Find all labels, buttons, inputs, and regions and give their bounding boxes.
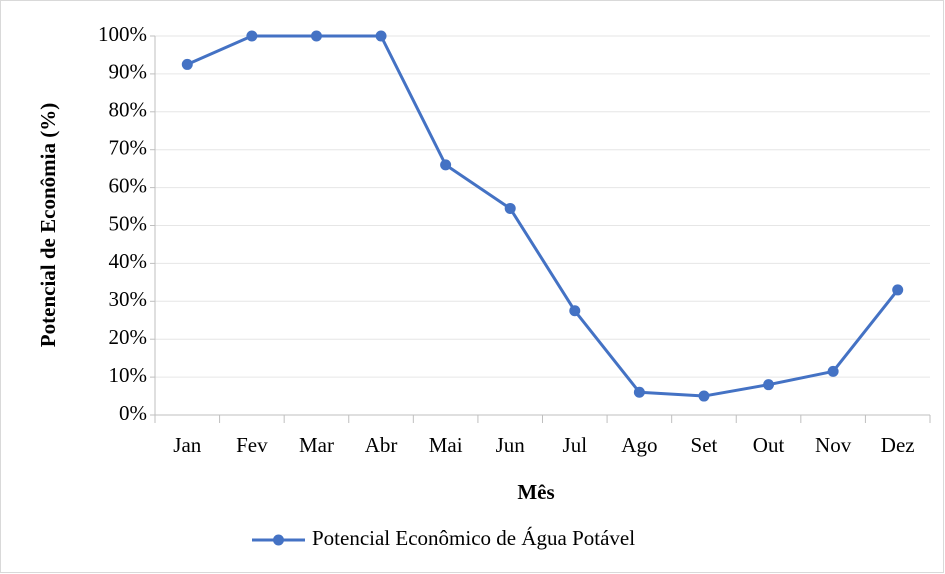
y-tick-label: 40% [109,249,148,273]
y-tick-label: 30% [109,287,148,311]
y-tick-label: 90% [109,60,148,84]
data-point [246,30,258,42]
data-point [504,202,516,214]
data-point [698,390,710,402]
data-point [892,284,904,296]
x-tick-label: Nov [815,433,852,457]
y-tick-label: 70% [109,136,148,160]
x-tick-label: Dez [881,433,915,457]
x-tick-label: Jan [173,433,201,457]
x-tick-label: Set [691,433,718,457]
data-point [440,159,452,171]
y-tick-label: 60% [109,173,148,197]
x-tick-label: Mar [299,433,334,457]
y-tick-label: 100% [98,22,147,46]
y-tick-label: 80% [109,98,148,122]
x-tick-label: Abr [365,433,398,457]
data-point [763,379,775,391]
series-line [186,34,899,398]
x-tick-label: Mai [429,433,463,457]
y-axis-label: Potencial de Econômia (%) [36,103,60,347]
y-tick-label: 50% [109,211,148,235]
data-point [827,365,839,377]
x-tick-label: Fev [236,433,268,457]
data-point [569,305,581,317]
data-point [633,386,645,398]
legend-marker [273,534,284,546]
data-point [375,30,387,42]
x-tick-label: Ago [621,433,657,457]
x-tick-label: Jun [496,433,526,457]
data-point [310,30,322,42]
y-tick-label: 10% [109,363,148,387]
x-axis-label: Mês [517,480,554,504]
x-tick-label: Jul [563,433,588,457]
y-tick-label: 0% [119,401,147,425]
legend-label: Potencial Econômico de Água Potável [312,526,635,550]
x-tick-label: Out [753,433,785,457]
y-tick-label: 20% [109,325,148,349]
data-point [181,58,193,70]
